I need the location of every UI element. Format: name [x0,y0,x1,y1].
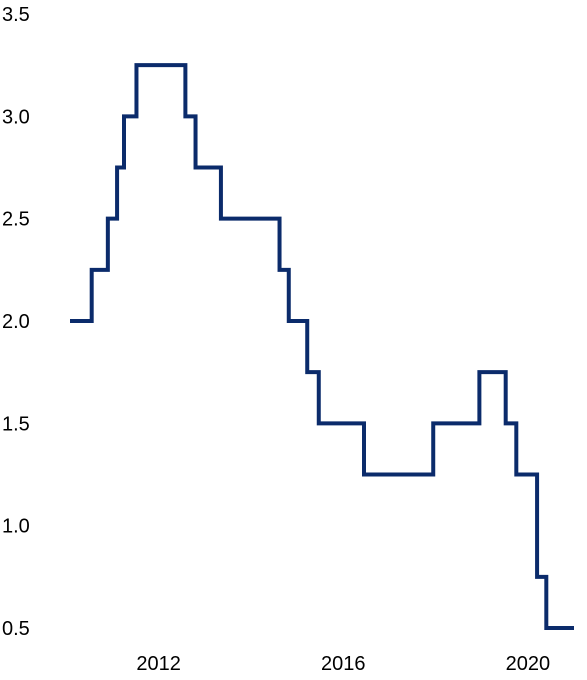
rate-series-line [70,63,574,630]
y-axis-ticks: 0.5 1.0 1.5 2.0 2.5 3.0 3.5 [2,4,30,640]
x-tick-label: 2016 [321,653,366,675]
y-tick-label: 1.5 [2,413,30,435]
y-tick-label: 0.5 [2,618,30,640]
y-tick-label: 2.0 [2,311,30,333]
y-tick-label: 2.5 [2,209,30,231]
y-tick-label: 3.5 [2,4,30,26]
y-tick-label: 1.0 [2,516,30,538]
x-tick-label: 2020 [506,653,551,675]
x-axis-ticks: 2012 2016 2020 [136,653,550,675]
x-tick-label: 2012 [136,653,181,675]
y-tick-label: 3.0 [2,106,30,128]
